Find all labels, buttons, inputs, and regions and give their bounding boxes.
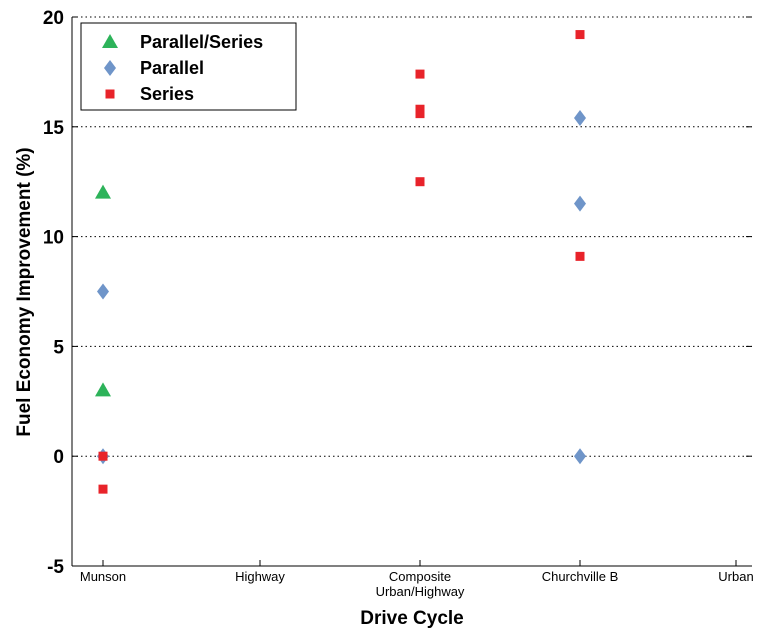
data-point-diamond [574,448,586,465]
legend-marker-diamond [104,60,116,76]
y-tick-label: 20 [43,8,64,29]
data-point-square [98,484,108,494]
data-point-square [415,177,425,187]
data-point-diamond [574,110,586,127]
legend-box [80,22,297,111]
data-point-diamond [97,283,109,300]
y-tick-label: -5 [47,557,64,578]
y-tick-label: 15 [43,118,65,139]
data-point-triangle [95,382,111,397]
x-axis-label: Drive Cycle [360,608,464,629]
legend: Parallel/Series Parallel Series [80,22,297,111]
x-tick-label: Urban [718,569,753,584]
data-points [95,30,586,494]
x-tick-label: Urban/Highway [376,584,465,599]
x-tick-label: Highway [235,569,285,584]
x-tick-label: Churchville B [542,569,619,584]
grid-lines [72,16,752,457]
data-point-triangle [95,184,111,199]
x-tick-label: Composite [389,569,451,584]
y-tick-label: 0 [53,447,64,468]
y-axis-label: Fuel Economy Improvement (%) [14,147,35,436]
legend-marker-triangle [102,34,118,48]
axes [71,17,752,567]
data-point-square [575,30,585,40]
data-point-square [415,109,425,119]
legend-label: Parallel [140,58,204,78]
y-axis-ticks: -5 0 5 10 15 20 [43,8,752,578]
y-tick-label: 10 [43,228,64,249]
x-tick-label: Munson [80,569,126,584]
legend-label: Parallel/Series [140,32,263,52]
data-point-square [98,451,108,461]
legend-label: Series [140,84,194,104]
legend-marker-square [105,89,115,99]
data-point-diamond [574,195,586,212]
y-tick-label: 5 [53,337,64,358]
data-point-square [415,69,425,79]
data-point-square [575,251,585,261]
